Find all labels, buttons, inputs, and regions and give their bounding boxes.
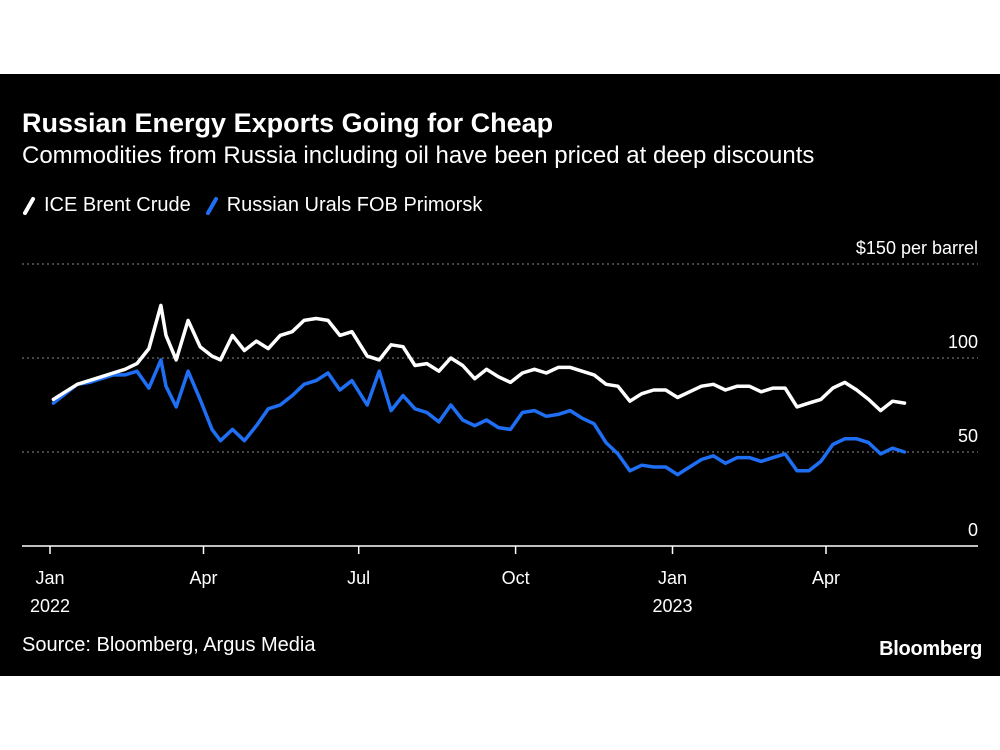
- x-tick-label: Jul: [347, 568, 370, 588]
- x-tick-label: Apr: [189, 568, 217, 588]
- series-line-brent: [51, 303, 907, 413]
- bloomberg-logo: Bloomberg: [879, 638, 982, 660]
- legend-item-brent: ICE Brent Crude: [22, 194, 191, 217]
- chart-panel: Russian Energy Exports Going for Cheap C…: [0, 74, 1000, 676]
- chart-subtitle: Commodities from Russia including oil ha…: [22, 142, 815, 169]
- x-tick-label: Oct: [502, 568, 530, 588]
- legend-item-urals: Russian Urals FOB Primorsk: [205, 194, 483, 217]
- series-line-urals: [51, 358, 907, 477]
- chart-legend: ICE Brent Crude Russian Urals FOB Primor…: [22, 194, 496, 217]
- chart-title: Russian Energy Exports Going for Cheap: [22, 108, 554, 138]
- x-tick-label: Jan: [35, 568, 64, 588]
- x-tick-year-label: 2022: [30, 596, 70, 616]
- line-chart: 0 50 100 $150 per barrel Jan 2022 Apr Jul Oct Jan…: [22, 238, 978, 616]
- y-tick-label: $150 per barrel: [856, 238, 978, 258]
- y-tick-label: 50: [958, 426, 978, 446]
- legend-swatch-brent: [23, 196, 35, 215]
- legend-label-brent: ICE Brent Crude: [44, 194, 191, 216]
- x-tick-label: Apr: [812, 568, 840, 588]
- y-tick-label: 100: [948, 332, 978, 352]
- y-tick-label: 0: [968, 520, 978, 540]
- x-tick-label: Jan: [658, 568, 687, 588]
- x-tick-year-label: 2023: [652, 596, 692, 616]
- legend-label-urals: Russian Urals FOB Primorsk: [226, 194, 483, 216]
- legend-swatch-urals: [205, 196, 218, 215]
- source-note: Source: Bloomberg, Argus Media: [22, 634, 316, 656]
